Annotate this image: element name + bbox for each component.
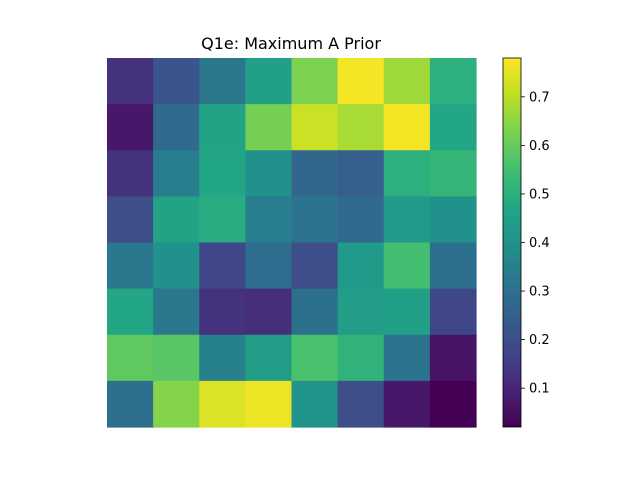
heatmap-cell-r4-c4 bbox=[291, 242, 339, 290]
colorbar-tick-label: 0.3 bbox=[529, 285, 550, 300]
heatmap-cell-r0-c4 bbox=[291, 58, 339, 105]
heatmap-cell-r3-c5 bbox=[337, 196, 385, 244]
heatmap-cell-r7-c0 bbox=[107, 380, 154, 428]
heatmap-cells bbox=[107, 58, 477, 428]
heatmap-cell-r2-c6 bbox=[383, 150, 431, 197]
heatmap-cell-r4-c7 bbox=[429, 242, 477, 290]
heatmap-cell-r6-c7 bbox=[429, 334, 477, 382]
heatmap-cell-r6-c0 bbox=[107, 334, 154, 382]
heatmap-cell-r1-c3 bbox=[245, 104, 293, 151]
heatmap-cell-r6-c5 bbox=[337, 334, 385, 382]
heatmap-cell-r2-c2 bbox=[199, 150, 246, 197]
heatmap-cell-r6-c6 bbox=[383, 334, 431, 382]
heatmap-cell-r2-c3 bbox=[245, 150, 293, 197]
heatmap-cell-r6-c2 bbox=[199, 334, 246, 382]
heatmap-cell-r3-c1 bbox=[153, 196, 200, 244]
heatmap-cell-r1-c0 bbox=[107, 104, 154, 151]
heatmap-cell-r1-c7 bbox=[429, 104, 477, 151]
colorbar-ticks: 0.1 0.2 0.3 0.4 0.5 0.6 0.7 bbox=[521, 90, 550, 397]
heatmap-cell-r5-c6 bbox=[383, 288, 431, 336]
heatmap-cell-r4-c1 bbox=[153, 242, 200, 290]
heatmap-cell-r1-c1 bbox=[153, 104, 200, 151]
heatmap-cell-r7-c4 bbox=[291, 380, 339, 428]
heatmap-cell-r3-c2 bbox=[199, 196, 246, 244]
heatmap-cell-r2-c5 bbox=[337, 150, 385, 197]
heatmap-cell-r3-c4 bbox=[291, 196, 339, 244]
heatmap-cell-r4-c3 bbox=[245, 242, 293, 290]
heatmap-cell-r0-c2 bbox=[199, 58, 246, 105]
heatmap-cell-r4-c6 bbox=[383, 242, 431, 290]
heatmap-cell-r2-c0 bbox=[107, 150, 154, 197]
heatmap-cell-r0-c0 bbox=[107, 58, 154, 105]
heatmap-cell-r2-c4 bbox=[291, 150, 339, 197]
heatmap-cell-r7-c3 bbox=[245, 380, 293, 428]
heatmap-cell-r6-c1 bbox=[153, 334, 200, 382]
heatmap-cell-r1-c4 bbox=[291, 104, 339, 151]
heatmap-cell-r3-c7 bbox=[429, 196, 477, 244]
heatmap-cell-r0-c7 bbox=[429, 58, 477, 105]
heatmap-cell-r7-c1 bbox=[153, 380, 200, 428]
colorbar-tick-label: 0.6 bbox=[529, 139, 550, 154]
heatmap-cell-r0-c5 bbox=[337, 58, 385, 105]
heatmap-cell-r6-c3 bbox=[245, 334, 293, 382]
heatmap-cell-r5-c4 bbox=[291, 288, 339, 336]
heatmap-cell-r4-c2 bbox=[199, 242, 246, 290]
heatmap-cell-r5-c2 bbox=[199, 288, 246, 336]
heatmap-cell-r2-c7 bbox=[429, 150, 477, 197]
heatmap-cell-r6-c4 bbox=[291, 334, 339, 382]
heatmap-cell-r3-c6 bbox=[383, 196, 431, 244]
colorbar-tick-label: 0.1 bbox=[529, 382, 550, 397]
heatmap-cell-r7-c5 bbox=[337, 380, 385, 428]
heatmap-cell-r7-c2 bbox=[199, 380, 246, 428]
heatmap-cell-r1-c6 bbox=[383, 104, 431, 151]
heatmap-cell-r5-c1 bbox=[153, 288, 200, 336]
chart-title: Q1e: Maximum A Prior bbox=[201, 34, 381, 53]
heatmap-cell-r3-c0 bbox=[107, 196, 154, 244]
heatmap-cell-r5-c5 bbox=[337, 288, 385, 336]
colorbar: 0.1 0.2 0.3 0.4 0.5 0.6 0.7 bbox=[502, 57, 550, 428]
heatmap-cell-r5-c7 bbox=[429, 288, 477, 336]
heatmap-cell-r5-c0 bbox=[107, 288, 154, 336]
heatmap-cell-r1-c2 bbox=[199, 104, 246, 151]
heatmap-cell-r0-c1 bbox=[153, 58, 200, 105]
heatmap-cell-r0-c3 bbox=[245, 58, 293, 105]
colorbar-gradient bbox=[502, 57, 522, 428]
colorbar-tick-label: 0.7 bbox=[529, 90, 550, 105]
colorbar-tick-label: 0.2 bbox=[529, 333, 550, 348]
heatmap-cell-r4-c0 bbox=[107, 242, 154, 290]
heatmap-cell-r7-c7 bbox=[429, 380, 477, 428]
heatmap-cell-r7-c6 bbox=[383, 380, 431, 428]
heatmap-cell-r3-c3 bbox=[245, 196, 293, 244]
heatmap-cell-r4-c5 bbox=[337, 242, 385, 290]
heatmap-cell-r5-c3 bbox=[245, 288, 293, 336]
heatmap-cell-r1-c5 bbox=[337, 104, 385, 151]
heatmap-cell-r0-c6 bbox=[383, 58, 431, 105]
colorbar-tick-label: 0.5 bbox=[529, 187, 550, 202]
colorbar-tick-label: 0.4 bbox=[529, 236, 550, 251]
heatmap-cell-r2-c1 bbox=[153, 150, 200, 197]
